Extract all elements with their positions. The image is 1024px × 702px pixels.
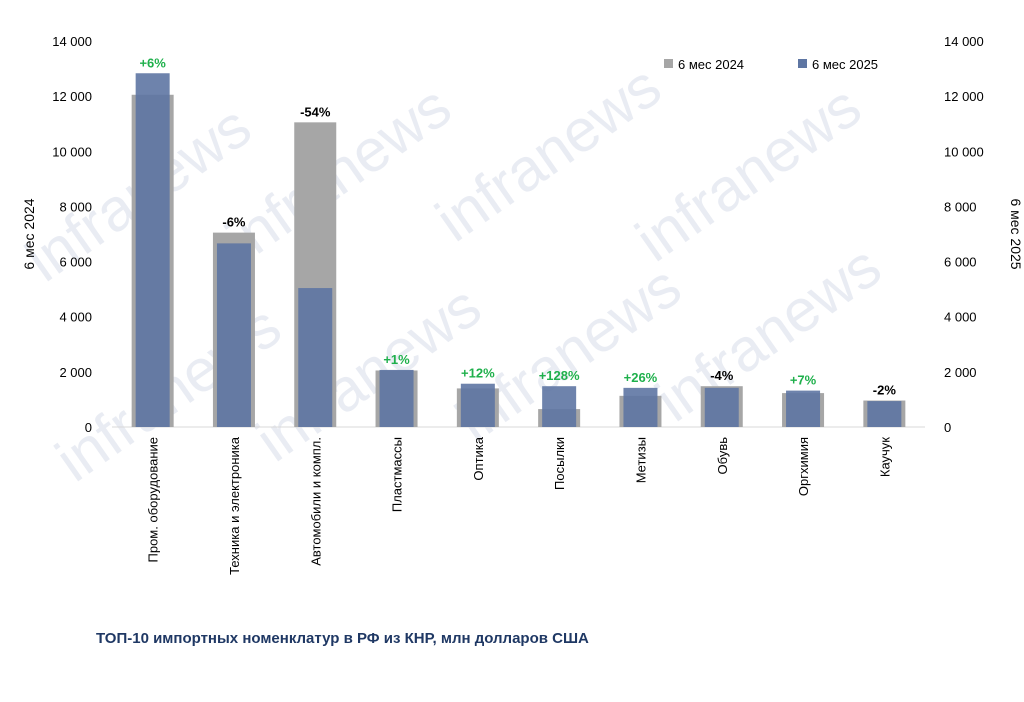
change-label: +12%	[461, 366, 495, 381]
legend-swatch-2024	[664, 59, 673, 68]
change-label: +128%	[539, 368, 580, 383]
left-tick-label: 4 000	[59, 310, 92, 325]
change-label: -54%	[300, 104, 331, 119]
category-label: Оргхимия	[796, 437, 811, 496]
right-tick-label: 14 000	[944, 34, 984, 49]
bar-2025	[542, 386, 577, 427]
left-tick-label: 2 000	[59, 365, 92, 380]
bar-2025	[460, 383, 495, 427]
bar-2025	[135, 73, 170, 427]
category-label: Автомобили и компл.	[308, 437, 323, 566]
category-label: Пластмассы	[390, 437, 405, 512]
change-label: -2%	[873, 383, 897, 398]
change-label: -4%	[710, 368, 734, 383]
right-tick-label: 6 000	[944, 255, 977, 270]
right-tick-label: 8 000	[944, 199, 977, 214]
legend-label-2025: 6 мес 2025	[812, 57, 878, 72]
bar-2025	[216, 243, 251, 427]
bar-2025	[704, 387, 739, 427]
chart-caption: ТОП-10 импортных номенклатур в РФ из КНР…	[96, 630, 589, 647]
left-tick-label: 6 000	[59, 255, 92, 270]
right-tick-label: 0	[944, 420, 951, 435]
category-label: Каучук	[877, 437, 892, 477]
right-tick-label: 2 000	[944, 365, 977, 380]
bars-layer	[131, 73, 906, 427]
left-tick-label: 12 000	[52, 89, 92, 104]
right-tick-label: 12 000	[944, 89, 984, 104]
change-label: +26%	[624, 370, 658, 385]
category-label: Посылки	[552, 437, 567, 490]
change-label: +1%	[383, 352, 410, 367]
right-tick-label: 10 000	[944, 144, 984, 159]
left-tick-label: 10 000	[52, 144, 92, 159]
category-labels-layer: Пром. оборудование Техника и электроника А…	[146, 436, 893, 575]
right-tick-label: 4 000	[944, 310, 977, 325]
category-label: Пром. оборудование	[146, 437, 161, 563]
bar-2025	[867, 401, 902, 427]
category-label: Метизы	[633, 437, 648, 483]
change-label: +7%	[790, 373, 817, 388]
category-label: Оптика	[471, 436, 486, 480]
bar-2025	[786, 390, 821, 427]
left-axis-title: 6 мес 2024	[21, 198, 37, 269]
left-tick-label: 8 000	[59, 199, 92, 214]
left-tick-label: 14 000	[52, 34, 92, 49]
bar-2025	[298, 288, 333, 427]
change-label: -6%	[222, 215, 246, 230]
right-axis-title: 6 мес 2025	[1008, 198, 1024, 269]
watermark-text: infranews	[644, 232, 893, 434]
category-label: Техника и электроника	[227, 436, 242, 575]
legend-label-2024: 6 мес 2024	[678, 57, 744, 72]
legend: 6 мес 2024 6 мес 2025	[664, 57, 878, 72]
watermark-text: infranews	[244, 272, 493, 474]
left-tick-label: 0	[85, 420, 92, 435]
bar-2025	[623, 387, 658, 427]
change-labels-layer: +6% -6% -54% +1% +12% +128% +26% -4% +7% -2%	[139, 55, 896, 397]
bar-2025	[379, 369, 414, 427]
legend-swatch-2025	[798, 59, 807, 68]
right-y-axis: 0 2 000 4 000 6 000 8 000 10 000 12 000 14 000	[944, 34, 984, 435]
left-y-axis: 0 2 000 4 000 6 000 8 000 10 000 12 000 14 000	[52, 34, 92, 435]
category-label: Обувь	[715, 437, 730, 475]
change-label: +6%	[139, 55, 166, 70]
